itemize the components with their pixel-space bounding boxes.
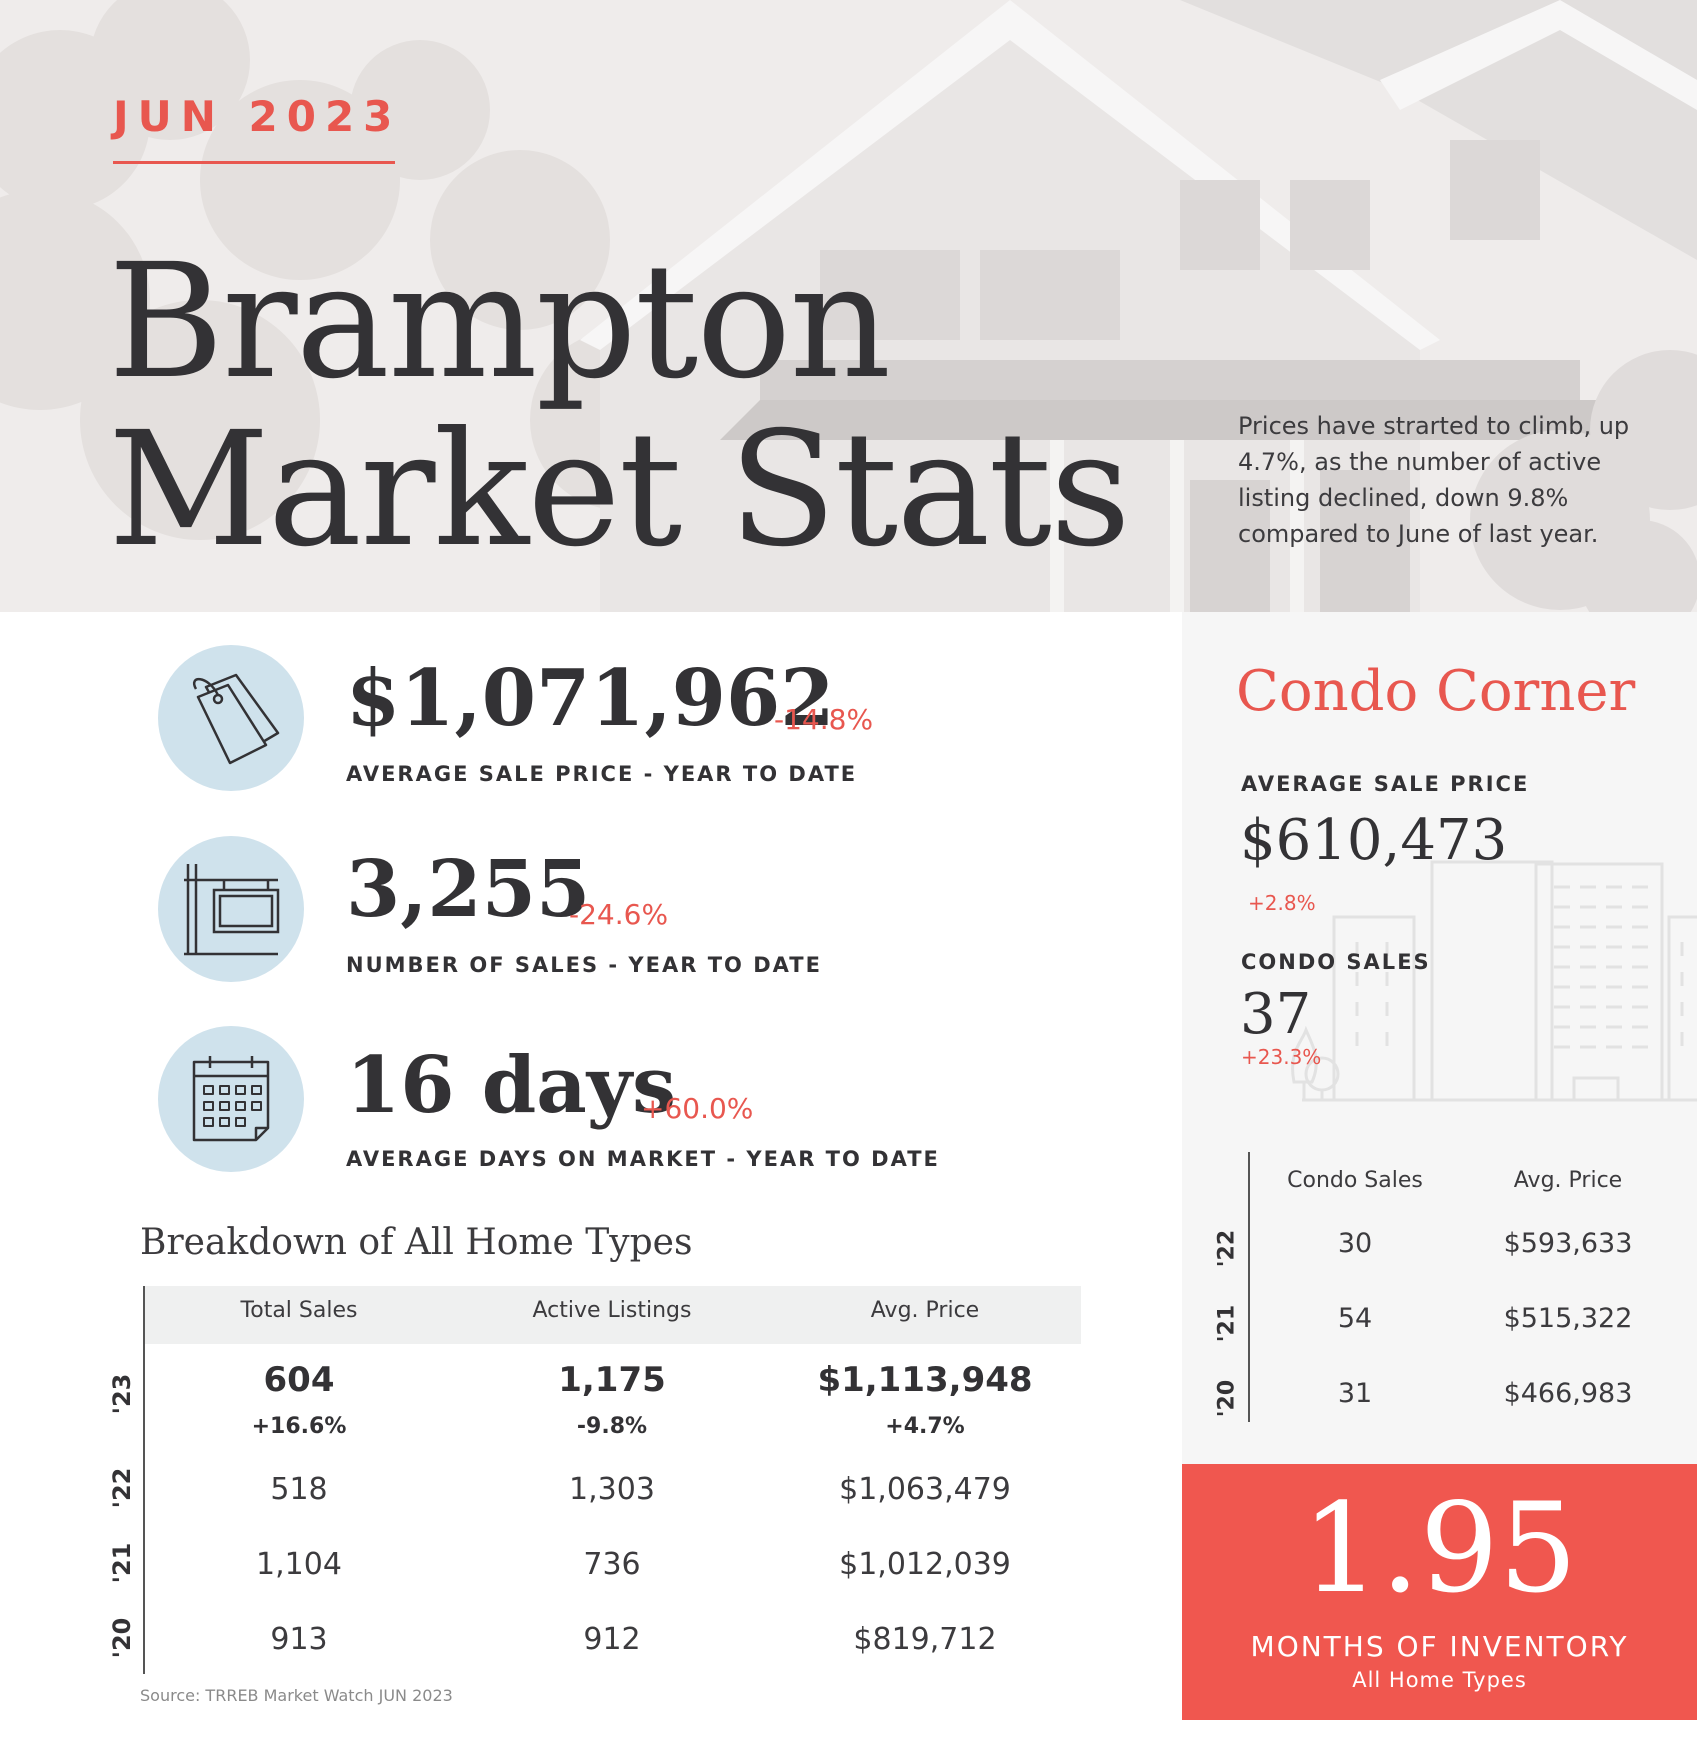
table-cell: 1,104 — [256, 1547, 342, 1582]
months-of-inventory-box: 1.95 MONTHS OF INVENTORY All Home Types — [1182, 1464, 1697, 1720]
intro-text: Prices have strarted to climb, up 4.7%, … — [1238, 412, 1630, 548]
table-cell: 604 — [263, 1360, 335, 1400]
source-note: Source: TRREB Market Watch JUN 2023 — [140, 1686, 453, 1705]
table-cell-change: +16.6% — [251, 1414, 347, 1439]
inventory-sublabel: All Home Types — [1352, 1668, 1527, 1692]
house-background-image — [0, 0, 1697, 612]
breakdown-header-band — [143, 1286, 1081, 1344]
table-cell: $819,712 — [853, 1622, 997, 1657]
kpi-change: -14.8% — [774, 703, 874, 736]
table-cell: 736 — [583, 1547, 641, 1582]
calendar-icon — [158, 1026, 304, 1172]
condo-sales-change: +23.3% — [1241, 1045, 1322, 1069]
table-cell-change: -9.8% — [576, 1414, 648, 1439]
condo-avg-price-value: $610,473 — [1240, 808, 1508, 873]
table-cell-change: +4.7% — [885, 1414, 965, 1439]
year-label: '23 — [108, 1373, 136, 1415]
condo-table-cell: 31 — [1337, 1378, 1373, 1409]
title-line-2: Market Stats — [108, 398, 1131, 582]
condo-table-cell: $515,322 — [1503, 1303, 1633, 1334]
price-tag-icon — [158, 645, 304, 791]
year-label: '20 — [108, 1617, 136, 1659]
condo-building-illustration — [1291, 860, 1697, 1102]
condo-avg-price-change: +2.8% — [1248, 891, 1316, 915]
condo-table-cell: $466,983 — [1503, 1378, 1633, 1409]
condo-table-cell: $593,633 — [1503, 1228, 1633, 1259]
kpi-value: 3,255 — [346, 844, 591, 935]
kpi-label: AVERAGE DAYS ON MARKET - YEAR TO DATE — [346, 1147, 940, 1171]
condo-table-cell: 54 — [1337, 1303, 1373, 1334]
kpi-change: +60.0% — [641, 1092, 754, 1125]
inventory-label: MONTHS OF INVENTORY — [1250, 1630, 1629, 1663]
condo-corner-title: Condo Corner — [1236, 659, 1636, 724]
kpi-label: NUMBER OF SALES - YEAR TO DATE — [346, 953, 822, 977]
breakdown-year-axis — [143, 1286, 145, 1674]
page-title: Brampton Market Stats — [108, 230, 1131, 582]
table-cell: $1,063,479 — [839, 1472, 1011, 1507]
condo-sales-label: CONDO SALES — [1241, 950, 1431, 974]
hero-banner: JUN 2023 Brampton Market Stats Prices ha… — [0, 0, 1697, 612]
inventory-value: 1.95 — [1301, 1477, 1578, 1621]
condo-avg-price-label: AVERAGE SALE PRICE — [1241, 772, 1530, 796]
table-cell: $1,113,948 — [817, 1360, 1033, 1400]
table-cell: 1,303 — [569, 1472, 655, 1507]
table-cell: 912 — [583, 1622, 641, 1657]
report-month: JUN 2023 — [113, 92, 402, 141]
title-line-1: Brampton — [108, 230, 891, 414]
year-label: '20 — [1214, 1379, 1240, 1418]
year-label: '21 — [1214, 1304, 1240, 1343]
table-cell: $1,012,039 — [839, 1547, 1011, 1582]
year-label: '21 — [108, 1542, 136, 1584]
kpi-value: 16 days — [346, 1040, 677, 1131]
condo-year-axis — [1248, 1152, 1250, 1422]
breakdown-title: Breakdown of All Home Types — [140, 1222, 693, 1263]
kpi-value: $1,071,962 — [346, 653, 835, 744]
year-label: '22 — [108, 1467, 136, 1509]
column-header-avg-price: Avg. Price — [870, 1298, 980, 1323]
condo-column-header-sales: Condo Sales — [1287, 1168, 1423, 1193]
sale-sign-icon — [158, 836, 304, 982]
condo-corner-panel: Condo Corner AVERAGE SALE PRICE $610,473… — [1182, 612, 1697, 1464]
column-header-active-listings: Active Listings — [532, 1298, 692, 1323]
kpi-label: AVERAGE SALE PRICE - YEAR TO DATE — [346, 762, 858, 786]
year-label: '22 — [1214, 1229, 1240, 1268]
condo-column-header-price: Avg. Price — [1513, 1168, 1623, 1193]
condo-sales-value: 37 — [1240, 982, 1312, 1047]
table-cell: 518 — [270, 1472, 328, 1507]
column-header-total-sales: Total Sales — [240, 1298, 358, 1323]
kpi-change: -24.6% — [569, 898, 669, 931]
condo-table-cell: 30 — [1337, 1228, 1373, 1259]
table-cell: 1,175 — [558, 1360, 666, 1400]
month-underline — [113, 161, 395, 164]
table-cell: 913 — [270, 1622, 328, 1657]
